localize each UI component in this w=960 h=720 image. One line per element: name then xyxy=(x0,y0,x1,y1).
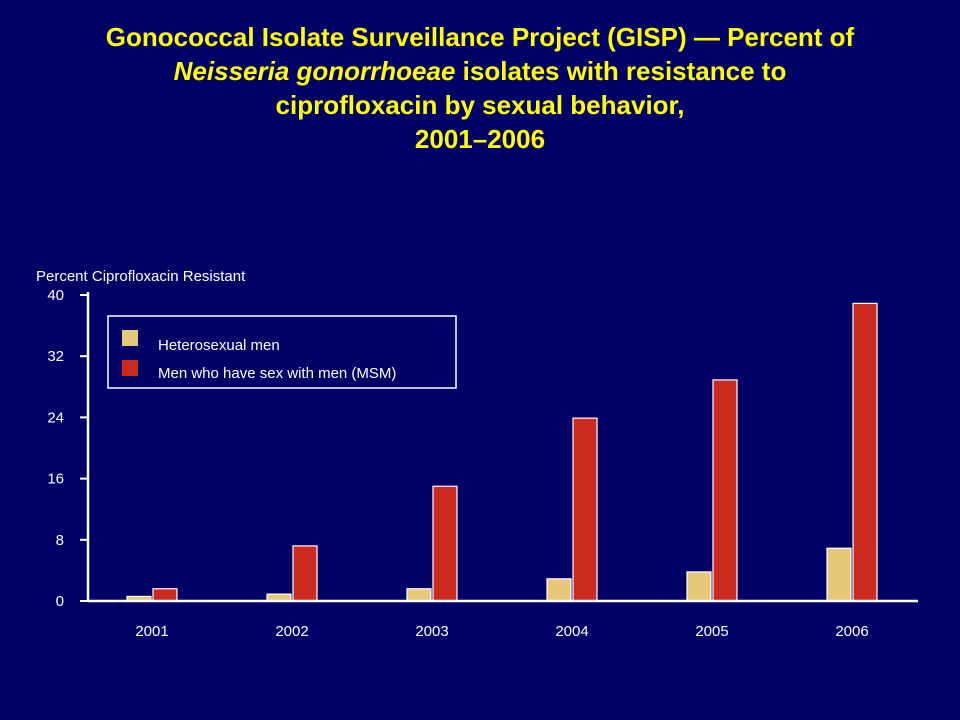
x-tick-label: 2001 xyxy=(135,623,168,640)
legend-box xyxy=(107,315,457,389)
x-tick-label: 2004 xyxy=(555,623,588,640)
y-tick-label: 8 xyxy=(56,532,64,549)
bar-msm-2005 xyxy=(712,379,738,602)
bar-msm-2003 xyxy=(432,485,458,602)
x-tick-label: 2002 xyxy=(275,623,308,640)
x-tick-label: 2006 xyxy=(835,623,868,640)
x-labels-group: 2001 2002 2003 2004 2005 2006 xyxy=(135,623,868,640)
bar-msm-2006 xyxy=(852,302,878,602)
title-line-2-rest: isolates with resistance to xyxy=(455,56,787,86)
y-tick-label: 32 xyxy=(47,348,64,365)
chart-title: Gonococcal Isolate Surveillance Project … xyxy=(0,20,960,156)
bar-msm-2002 xyxy=(292,545,318,602)
bars-group xyxy=(126,302,878,602)
y-ticks-group: 0 8 16 24 32 40 xyxy=(47,287,88,610)
title-organism: Neisseria gonorrhoeae xyxy=(173,56,456,86)
title-line-4: 2001–2006 xyxy=(414,124,546,154)
bar-heterosexual-2004 xyxy=(546,578,572,602)
bar-heterosexual-2005 xyxy=(686,571,712,602)
x-tick-label: 2003 xyxy=(415,623,448,640)
title-line-2: Neisseria gonorrhoeae isolates with resi… xyxy=(0,54,960,88)
y-tick-label: 16 xyxy=(47,471,64,488)
x-tick-label: 2005 xyxy=(695,623,728,640)
bar-heterosexual-2003 xyxy=(406,588,432,602)
y-tick-label: 24 xyxy=(47,409,64,426)
y-axis-label: Percent Ciprofloxacin Resistant xyxy=(36,268,246,285)
legend-label-msm: Men who have sex with men (MSM) xyxy=(158,365,396,382)
y-tick-label: 0 xyxy=(56,593,64,610)
legend-label-heterosexual: Heterosexual men xyxy=(158,337,280,354)
legend: Heterosexual men Men who have sex with m… xyxy=(107,315,457,389)
bar-msm-2001 xyxy=(152,588,178,602)
title-line-3: ciprofloxacin by sexual behavior, xyxy=(275,90,685,120)
bar-msm-2004 xyxy=(572,417,598,602)
bar-heterosexual-2006 xyxy=(826,547,852,602)
y-tick-label: 40 xyxy=(47,287,64,304)
legend-swatch-msm xyxy=(122,360,138,376)
legend-swatch-heterosexual xyxy=(122,330,138,346)
title-line-1: Gonococcal Isolate Surveillance Project … xyxy=(105,22,855,52)
